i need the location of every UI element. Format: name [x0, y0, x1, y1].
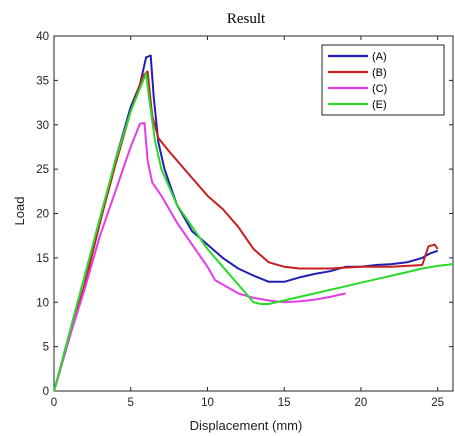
- x-axis-label: Displacement (mm): [190, 418, 303, 433]
- series-line-c: [53, 122, 346, 392]
- series-line-a: [53, 54, 439, 392]
- y-tick-label: 10: [36, 297, 49, 309]
- y-tick-label: 25: [36, 164, 49, 176]
- legend-label: (B): [372, 67, 387, 79]
- y-tick-label: 5: [43, 342, 49, 354]
- x-tick-label: 10: [201, 397, 214, 409]
- y-tick-label: 40: [36, 31, 49, 43]
- x-tick-label: 15: [278, 397, 291, 409]
- series-line-e: [53, 72, 454, 392]
- y-axis-label: Load: [12, 197, 27, 226]
- legend-label: (A): [372, 51, 387, 63]
- chart-title: Result: [227, 11, 266, 27]
- y-tick-label: 15: [36, 253, 49, 265]
- y-tick-label: 30: [36, 120, 49, 132]
- x-tick-label: 20: [355, 397, 368, 409]
- legend: (A) (B) (C) (E): [321, 44, 445, 116]
- y-tick-label: 20: [36, 209, 49, 221]
- y-tick-label: 35: [36, 75, 49, 87]
- x-tick-label: 5: [128, 397, 134, 409]
- legend-label: (C): [372, 83, 387, 95]
- y-tick-label: 0: [43, 386, 49, 398]
- legend-label: (E): [372, 99, 387, 111]
- x-tick-label: 25: [431, 397, 444, 409]
- x-tick-label: 0: [51, 397, 57, 409]
